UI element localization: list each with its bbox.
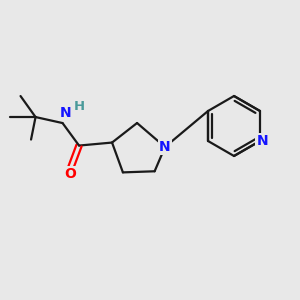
Text: O: O	[64, 167, 76, 181]
Text: H: H	[74, 100, 85, 113]
Text: N: N	[60, 106, 71, 120]
Text: N: N	[159, 140, 171, 154]
Text: N: N	[256, 134, 268, 148]
